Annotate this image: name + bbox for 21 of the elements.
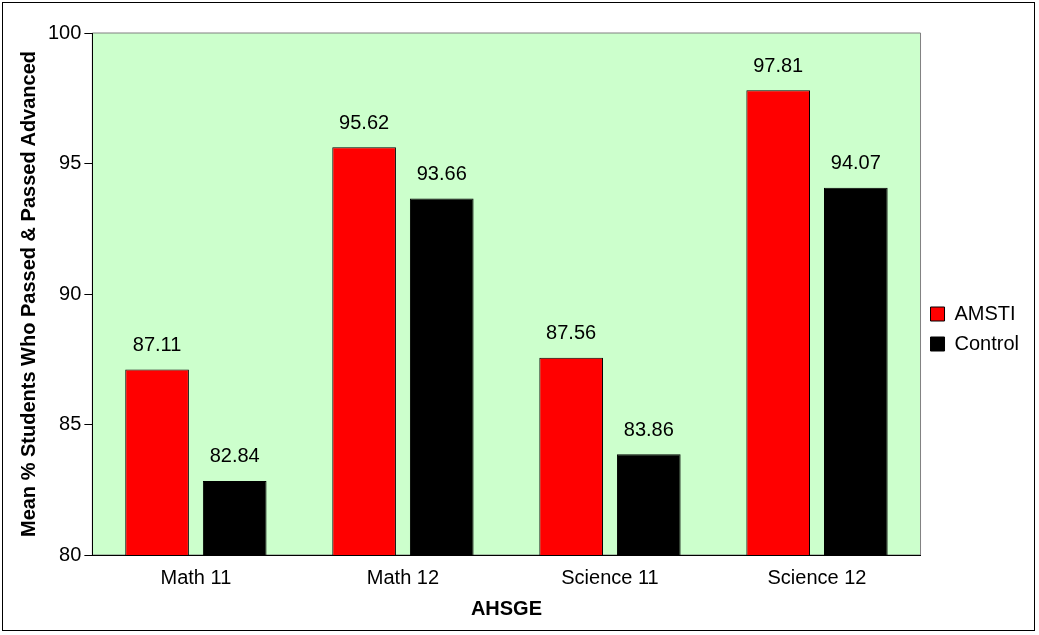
y-tick-label: 95 bbox=[59, 151, 82, 174]
data-label: 87.11 bbox=[132, 332, 182, 355]
x-tick-label: Math 11 bbox=[160, 565, 232, 588]
y-tick-label: 80 bbox=[59, 542, 82, 565]
legend-label: AMSTI bbox=[954, 301, 1016, 324]
y-tick-label: 85 bbox=[59, 412, 82, 435]
x-axis-title: AHSGE bbox=[470, 596, 543, 619]
data-label: 95.62 bbox=[339, 110, 390, 133]
y-tick-label: 100 bbox=[47, 20, 82, 43]
legend-label: Control bbox=[954, 331, 1020, 354]
data-label: 93.66 bbox=[416, 161, 467, 184]
data-label: 87.56 bbox=[546, 321, 597, 344]
y-axis-title: Mean % Students Who Passed & Passed Advanced bbox=[16, 50, 39, 538]
x-tick-label: Math 12 bbox=[366, 565, 440, 588]
data-label: 82.84 bbox=[209, 444, 260, 467]
y-tick-label: 90 bbox=[59, 281, 82, 304]
x-tick-label: Science 12 bbox=[767, 565, 867, 588]
x-tick-label: Science 11 bbox=[561, 565, 659, 588]
data-label: 83.86 bbox=[623, 417, 674, 440]
data-label: 94.07 bbox=[830, 151, 881, 174]
data-label: 97.81 bbox=[753, 53, 804, 76]
